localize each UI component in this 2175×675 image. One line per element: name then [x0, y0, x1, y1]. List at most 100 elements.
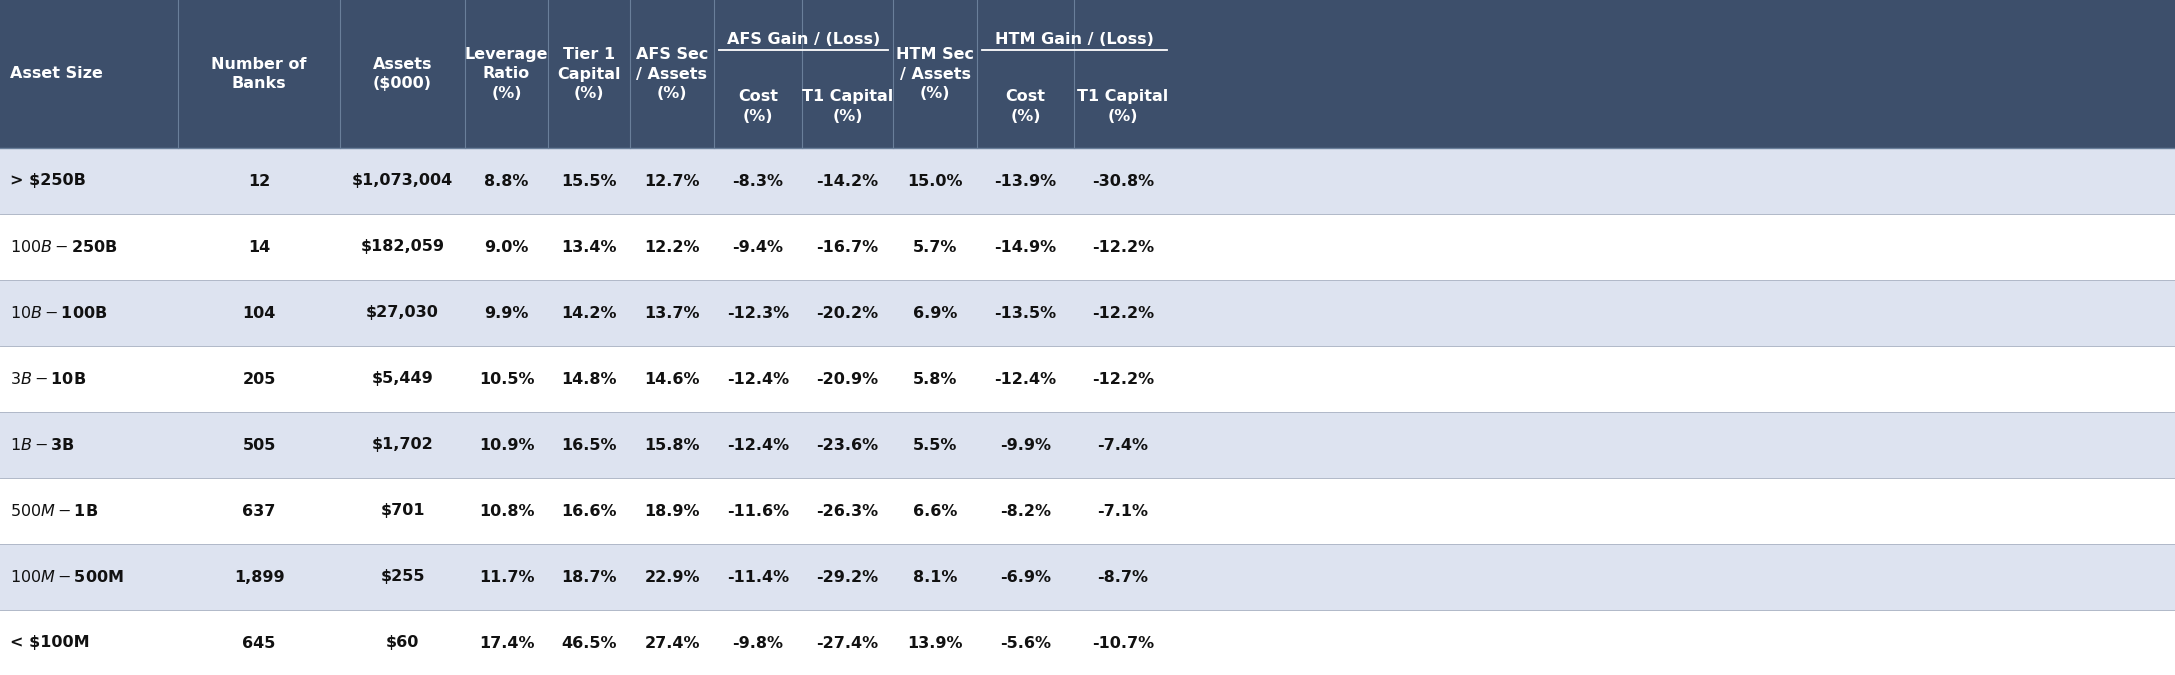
Text: 15.0%: 15.0% [907, 173, 964, 188]
Text: 13.9%: 13.9% [907, 635, 964, 651]
Text: -29.2%: -29.2% [816, 570, 879, 585]
Text: 18.7%: 18.7% [561, 570, 618, 585]
Text: Cost
(%): Cost (%) [737, 89, 779, 124]
Text: $1B - $3B: $1B - $3B [11, 437, 76, 453]
Text: 16.5%: 16.5% [561, 437, 618, 452]
Text: 205: 205 [241, 371, 276, 387]
Text: -8.7%: -8.7% [1098, 570, 1148, 585]
Text: -10.7%: -10.7% [1092, 635, 1155, 651]
Text: -7.4%: -7.4% [1098, 437, 1148, 452]
Bar [0, 544, 2175, 610]
Text: 12: 12 [248, 173, 270, 188]
Text: 645: 645 [241, 635, 276, 651]
Text: -16.7%: -16.7% [816, 240, 879, 254]
Bar [0, 280, 2175, 346]
Text: 14.2%: 14.2% [561, 306, 618, 321]
Text: -9.9%: -9.9% [1000, 437, 1051, 452]
Text: $1,702: $1,702 [372, 437, 433, 452]
Text: HTM Sec
/ Assets
(%): HTM Sec / Assets (%) [896, 47, 974, 101]
Text: -14.9%: -14.9% [994, 240, 1057, 254]
Text: -9.8%: -9.8% [733, 635, 783, 651]
Text: -12.3%: -12.3% [726, 306, 790, 321]
Bar [0, 346, 2175, 412]
Bar [0, 148, 2175, 214]
Text: -8.2%: -8.2% [1000, 504, 1051, 518]
Text: 14.8%: 14.8% [561, 371, 618, 387]
Text: $3B - $10B: $3B - $10B [11, 371, 87, 387]
Text: 18.9%: 18.9% [644, 504, 700, 518]
Text: 9.0%: 9.0% [485, 240, 529, 254]
Text: 15.5%: 15.5% [561, 173, 618, 188]
Text: -12.2%: -12.2% [1092, 306, 1155, 321]
Text: 5.7%: 5.7% [914, 240, 957, 254]
Text: 15.8%: 15.8% [644, 437, 700, 452]
Text: $701: $701 [381, 504, 424, 518]
Text: -30.8%: -30.8% [1092, 173, 1155, 188]
Text: 13.7%: 13.7% [644, 306, 700, 321]
Text: -13.5%: -13.5% [994, 306, 1057, 321]
Text: 10.5%: 10.5% [478, 371, 535, 387]
Text: -12.4%: -12.4% [994, 371, 1057, 387]
Text: 10.8%: 10.8% [478, 504, 535, 518]
Text: -8.3%: -8.3% [733, 173, 783, 188]
Text: -12.4%: -12.4% [726, 437, 790, 452]
Text: > $250B: > $250B [11, 173, 85, 188]
Text: 13.4%: 13.4% [561, 240, 618, 254]
Text: $27,030: $27,030 [365, 306, 439, 321]
Text: AFS Gain / (Loss): AFS Gain / (Loss) [726, 32, 881, 47]
Text: Tier 1
Capital
(%): Tier 1 Capital (%) [557, 47, 620, 101]
Text: 22.9%: 22.9% [644, 570, 700, 585]
Text: -9.4%: -9.4% [733, 240, 783, 254]
Text: 10.9%: 10.9% [478, 437, 535, 452]
Text: 46.5%: 46.5% [561, 635, 618, 651]
Text: 16.6%: 16.6% [561, 504, 618, 518]
Text: -11.6%: -11.6% [726, 504, 790, 518]
Text: $5,449: $5,449 [372, 371, 433, 387]
Text: $100B - $250B: $100B - $250B [11, 239, 117, 255]
Text: 104: 104 [241, 306, 276, 321]
Text: 5.5%: 5.5% [914, 437, 957, 452]
Text: 11.7%: 11.7% [478, 570, 535, 585]
Text: 27.4%: 27.4% [644, 635, 700, 651]
Text: 8.8%: 8.8% [485, 173, 529, 188]
Text: T1 Capital
(%): T1 Capital (%) [1077, 89, 1168, 124]
Text: 1,899: 1,899 [233, 570, 285, 585]
Text: Leverage
Ratio
(%): Leverage Ratio (%) [465, 47, 548, 101]
Text: -7.1%: -7.1% [1098, 504, 1148, 518]
Text: 12.2%: 12.2% [644, 240, 700, 254]
Text: 6.9%: 6.9% [914, 306, 957, 321]
Text: Asset Size: Asset Size [11, 67, 102, 82]
Text: 5.8%: 5.8% [914, 371, 957, 387]
Text: Number of
Banks: Number of Banks [211, 57, 307, 91]
Text: -20.2%: -20.2% [816, 306, 879, 321]
Text: 17.4%: 17.4% [478, 635, 535, 651]
Text: 6.6%: 6.6% [914, 504, 957, 518]
Text: $60: $60 [385, 635, 420, 651]
Text: 12.7%: 12.7% [644, 173, 700, 188]
Bar [0, 0, 2175, 148]
Bar [0, 412, 2175, 478]
Text: -20.9%: -20.9% [816, 371, 879, 387]
Text: -6.9%: -6.9% [1000, 570, 1051, 585]
Text: $1,073,004: $1,073,004 [352, 173, 452, 188]
Text: -12.2%: -12.2% [1092, 240, 1155, 254]
Text: $500M - $1B: $500M - $1B [11, 503, 98, 519]
Text: 14: 14 [248, 240, 270, 254]
Text: 9.9%: 9.9% [485, 306, 529, 321]
Text: -5.6%: -5.6% [1000, 635, 1051, 651]
Text: -12.2%: -12.2% [1092, 371, 1155, 387]
Bar [0, 478, 2175, 544]
Text: $10B - $100B: $10B - $100B [11, 305, 107, 321]
Text: T1 Capital
(%): T1 Capital (%) [803, 89, 894, 124]
Text: -26.3%: -26.3% [816, 504, 879, 518]
Text: < $100M: < $100M [11, 635, 89, 651]
Bar [0, 610, 2175, 675]
Text: -27.4%: -27.4% [816, 635, 879, 651]
Text: $182,059: $182,059 [361, 240, 444, 254]
Text: -12.4%: -12.4% [726, 371, 790, 387]
Text: $255: $255 [381, 570, 424, 585]
Text: -14.2%: -14.2% [816, 173, 879, 188]
Text: $100M - $500M: $100M - $500M [11, 569, 124, 585]
Text: Cost
(%): Cost (%) [1005, 89, 1046, 124]
Text: Assets
($000): Assets ($000) [372, 57, 433, 91]
